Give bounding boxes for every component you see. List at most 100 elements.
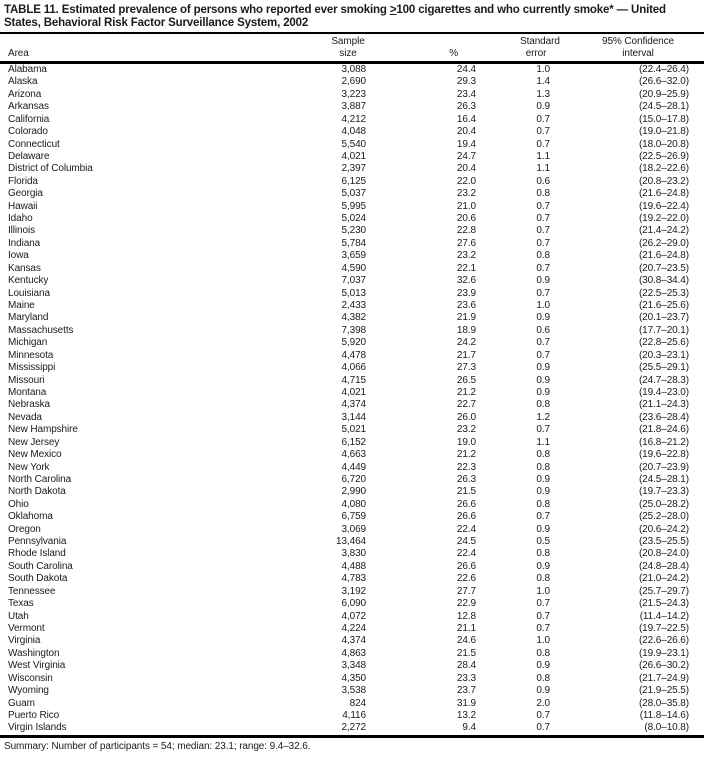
confidence-interval-cell: (22.5–25.3): [638, 287, 689, 299]
sample-size-cell: 4,663: [341, 449, 366, 461]
area-cell: Nevada: [8, 411, 42, 423]
confidence-interval-cell: (25.7–29.7): [638, 585, 689, 597]
area-cell: North Carolina: [8, 473, 72, 485]
table-header-row: Area Sample size % Standard error 95% Co…: [0, 32, 704, 64]
standard-error-cell: 0.7: [536, 610, 550, 622]
percent-cell: 22.6: [456, 573, 476, 585]
percent-cell: 32.6: [456, 275, 476, 287]
percent-cell: 27.3: [456, 362, 476, 374]
sample-size-cell: 4,863: [341, 647, 366, 659]
standard-error-cell: 0.9: [536, 374, 550, 386]
column-header-confidence-interval-line2: interval: [622, 47, 654, 59]
column-header-standard-error-line2: error: [525, 47, 547, 59]
confidence-interval-cell: (23.6–28.4): [638, 411, 689, 423]
standard-error-cell: 0.8: [536, 461, 550, 473]
table-row: Connecticut 5,540 19.4 0.7 (18.0–20.8): [0, 139, 704, 151]
standard-error-cell: 0.8: [536, 498, 550, 510]
percent-cell: 26.6: [456, 498, 476, 510]
confidence-interval-cell: (21.8–24.6): [638, 424, 689, 436]
sample-size-cell: 5,013: [341, 287, 366, 299]
area-cell: Michigan: [8, 337, 48, 349]
table-row: Arizona 3,223 23.4 1.3 (20.9–25.9): [0, 89, 704, 101]
column-header-confidence-interval: 95% Confidence interval: [552, 36, 704, 59]
table-row: District of Columbia 2,397 20.4 1.1 (18.2–22…: [0, 163, 704, 175]
confidence-interval-cell: (18.2–22.6): [638, 163, 689, 175]
standard-error-cell: 0.7: [536, 349, 550, 361]
sample-size-cell: 824: [349, 697, 366, 709]
confidence-interval-cell: (22.8–25.6): [638, 337, 689, 349]
area-cell: North Dakota: [8, 486, 66, 498]
sample-size-cell: 7,037: [341, 275, 366, 287]
percent-cell: 21.5: [456, 486, 476, 498]
table-row: Tennessee 3,192 27.7 1.0 (25.7–29.7): [0, 586, 704, 598]
standard-error-cell: 0.7: [536, 213, 550, 225]
percent-cell: 27.6: [456, 237, 476, 249]
percent-cell: 28.4: [456, 660, 476, 672]
confidence-interval-cell: (24.5–28.1): [638, 101, 689, 113]
standard-error-cell: 0.7: [536, 262, 550, 274]
column-header-standard-error-line1: Standard: [520, 36, 560, 47]
confidence-interval-cell: (20.8–24.0): [638, 548, 689, 560]
table-row: New Jersey 6,152 19.0 1.1 (16.8–21.2): [0, 437, 704, 449]
table-row: New York 4,449 22.3 0.8 (20.7–23.9): [0, 462, 704, 474]
table-row: New Hampshire 5,021 23.2 0.7 (21.8–24.6): [0, 424, 704, 436]
percent-cell: 20.6: [456, 213, 476, 225]
table-row: Colorado 4,048 20.4 0.7 (19.0–21.8): [0, 126, 704, 138]
sample-size-cell: 3,192: [341, 585, 366, 597]
table-row: Ohio 4,080 26.6 0.8 (25.0–28.2): [0, 499, 704, 511]
percent-cell: 23.2: [456, 424, 476, 436]
confidence-interval-cell: (26.2–29.0): [638, 237, 689, 249]
standard-error-cell: 0.7: [536, 225, 550, 237]
confidence-interval-cell: (30.8–34.4): [638, 275, 689, 287]
percent-cell: 22.7: [456, 399, 476, 411]
table-row: Idaho 5,024 20.6 0.7 (19.2–22.0): [0, 213, 704, 225]
table-row: Utah 4,072 12.8 0.7 (11.4–14.2): [0, 611, 704, 623]
percent-cell: 26.3: [456, 473, 476, 485]
area-cell: Minnesota: [8, 349, 54, 361]
area-cell: California: [8, 113, 50, 125]
confidence-interval-cell: (21.1–24.3): [638, 399, 689, 411]
confidence-interval-cell: (19.6–22.8): [638, 449, 689, 461]
sample-size-cell: 3,887: [341, 101, 366, 113]
confidence-interval-cell: (20.8–23.2): [638, 175, 689, 187]
table-row: Nebraska 4,374 22.7 0.8 (21.1–24.3): [0, 399, 704, 411]
area-cell: Utah: [8, 610, 29, 622]
table-row: Iowa 3,659 23.2 0.8 (21.6–24.8): [0, 250, 704, 262]
standard-error-cell: 0.8: [536, 573, 550, 585]
table-row: Michigan 5,920 24.2 0.7 (22.8–25.6): [0, 337, 704, 349]
table-row: Kentucky 7,037 32.6 0.9 (30.8–34.4): [0, 275, 704, 287]
sample-size-cell: 3,088: [341, 64, 366, 75]
area-cell: Georgia: [8, 188, 43, 200]
area-cell: Delaware: [8, 150, 50, 162]
area-cell: New Hampshire: [8, 424, 78, 436]
standard-error-cell: 1.1: [536, 150, 550, 162]
percent-cell: 26.6: [456, 511, 476, 523]
area-cell: Pennsylvania: [8, 536, 67, 548]
standard-error-cell: 0.8: [536, 188, 550, 200]
confidence-interval-cell: (15.0–17.8): [638, 113, 689, 125]
table-row: North Carolina 6,720 26.3 0.9 (24.5–28.1): [0, 474, 704, 486]
table-row: Delaware 4,021 24.7 1.1 (22.5–26.9): [0, 151, 704, 163]
standard-error-cell: 0.8: [536, 647, 550, 659]
sample-size-cell: 6,152: [341, 436, 366, 448]
standard-error-cell: 1.4: [536, 76, 550, 88]
sample-size-cell: 4,382: [341, 312, 366, 324]
percent-cell: 21.0: [456, 200, 476, 212]
standard-error-cell: 1.1: [536, 436, 550, 448]
confidence-interval-cell: (19.7–22.5): [638, 622, 689, 634]
standard-error-cell: 0.9: [536, 101, 550, 113]
standard-error-cell: 1.0: [536, 585, 550, 597]
confidence-interval-cell: (21.6–24.8): [638, 188, 689, 200]
confidence-interval-cell: (21.6–24.8): [638, 250, 689, 262]
column-header-confidence-interval-line1: 95% Confidence: [602, 36, 674, 47]
percent-cell: 21.9: [456, 312, 476, 324]
percent-cell: 12.8: [456, 610, 476, 622]
percent-cell: 24.2: [456, 337, 476, 349]
area-cell: Wyoming: [8, 685, 49, 697]
area-cell: Hawaii: [8, 200, 38, 212]
area-cell: Louisiana: [8, 287, 50, 299]
confidence-interval-cell: (22.4–26.4): [638, 64, 689, 75]
standard-error-cell: 0.7: [536, 138, 550, 150]
confidence-interval-cell: (21.5–24.3): [638, 598, 689, 610]
area-cell: Maine: [8, 300, 35, 312]
